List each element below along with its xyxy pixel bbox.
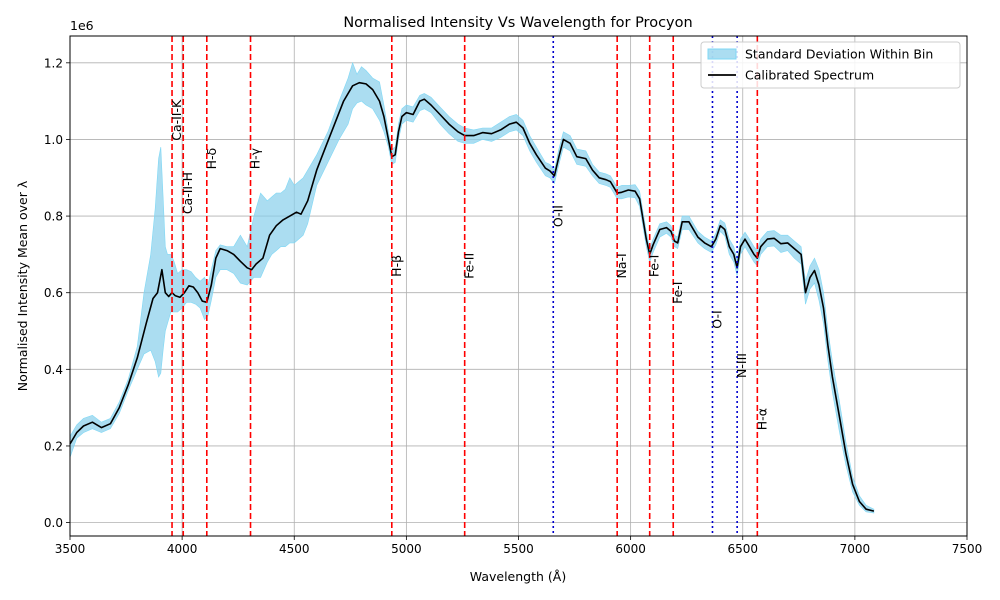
y-offset-label: 1e6 xyxy=(70,18,94,33)
y-axis-ticks: 0.0 0.2 0.4 0.6 0.8 1.0 1.2 xyxy=(44,56,70,530)
y-axis-label: Normalised Intensity Mean over λ xyxy=(15,180,30,391)
y-tick-label: 1.2 xyxy=(44,56,63,70)
reference-line-label: Fe-I xyxy=(647,255,662,277)
legend-swatch xyxy=(707,48,737,60)
reference-line-label: H-β xyxy=(389,255,404,277)
x-tick-label: 7000 xyxy=(840,542,871,556)
x-tick-label: 7500 xyxy=(952,542,983,556)
legend-box xyxy=(700,41,961,89)
reference-line-label: N-III xyxy=(734,353,749,378)
legend-label: Standard Deviation Within Bin xyxy=(745,47,933,62)
reference-line-label: H-γ xyxy=(248,147,263,169)
x-tick-label: 4500 xyxy=(279,542,310,556)
reference-line-label: Fe-I xyxy=(670,282,685,304)
x-axis-ticks: 3500 4000 4500 5000 5500 6000 6500 7000 7500 xyxy=(55,536,983,556)
legend-label: Calibrated Spectrum xyxy=(745,68,874,83)
spectrum-line-layer xyxy=(69,81,875,512)
spectrum-line xyxy=(69,81,875,512)
reference-line-label: H-δ xyxy=(204,148,219,170)
reference-line-label: O-I xyxy=(709,310,724,328)
x-tick-label: 5000 xyxy=(391,542,422,556)
x-tick-label: 5500 xyxy=(503,542,534,556)
x-tick-label: 3500 xyxy=(55,542,86,556)
std-band xyxy=(69,61,875,514)
x-tick-label: 6000 xyxy=(615,542,646,556)
reference-line-label: Na-I xyxy=(614,253,629,278)
reference-line-label: Ca-II-K xyxy=(169,99,184,141)
reference-line-label: O-II xyxy=(550,205,565,227)
y-tick-label: 0.6 xyxy=(44,286,63,300)
reference-line-label: H-α xyxy=(754,408,769,430)
y-tick-label: 0.8 xyxy=(44,210,63,224)
reference-line-label: Ca-II-H xyxy=(180,172,195,214)
y-tick-label: 0.0 xyxy=(44,516,63,530)
x-tick-label: 6500 xyxy=(727,542,758,556)
reference-lines-layer: Ca-II-K Ca-II-H H-δ H-γ H-β Fe-II O-II Na-I Fe-I… xyxy=(169,36,769,536)
std-band-layer xyxy=(69,61,875,514)
chart-title: Normalised Intensity Vs Wavelength for P… xyxy=(343,15,692,31)
reference-line-label: Fe-II xyxy=(462,253,477,279)
y-tick-label: 0.4 xyxy=(44,363,63,377)
y-tick-label: 0.2 xyxy=(44,439,63,453)
legend: Standard Deviation Within Bin Calibrated … xyxy=(700,41,961,89)
x-axis-label: Wavelength (Å) xyxy=(470,569,566,584)
x-tick-label: 4000 xyxy=(167,542,198,556)
y-tick-label: 1.0 xyxy=(44,133,63,147)
